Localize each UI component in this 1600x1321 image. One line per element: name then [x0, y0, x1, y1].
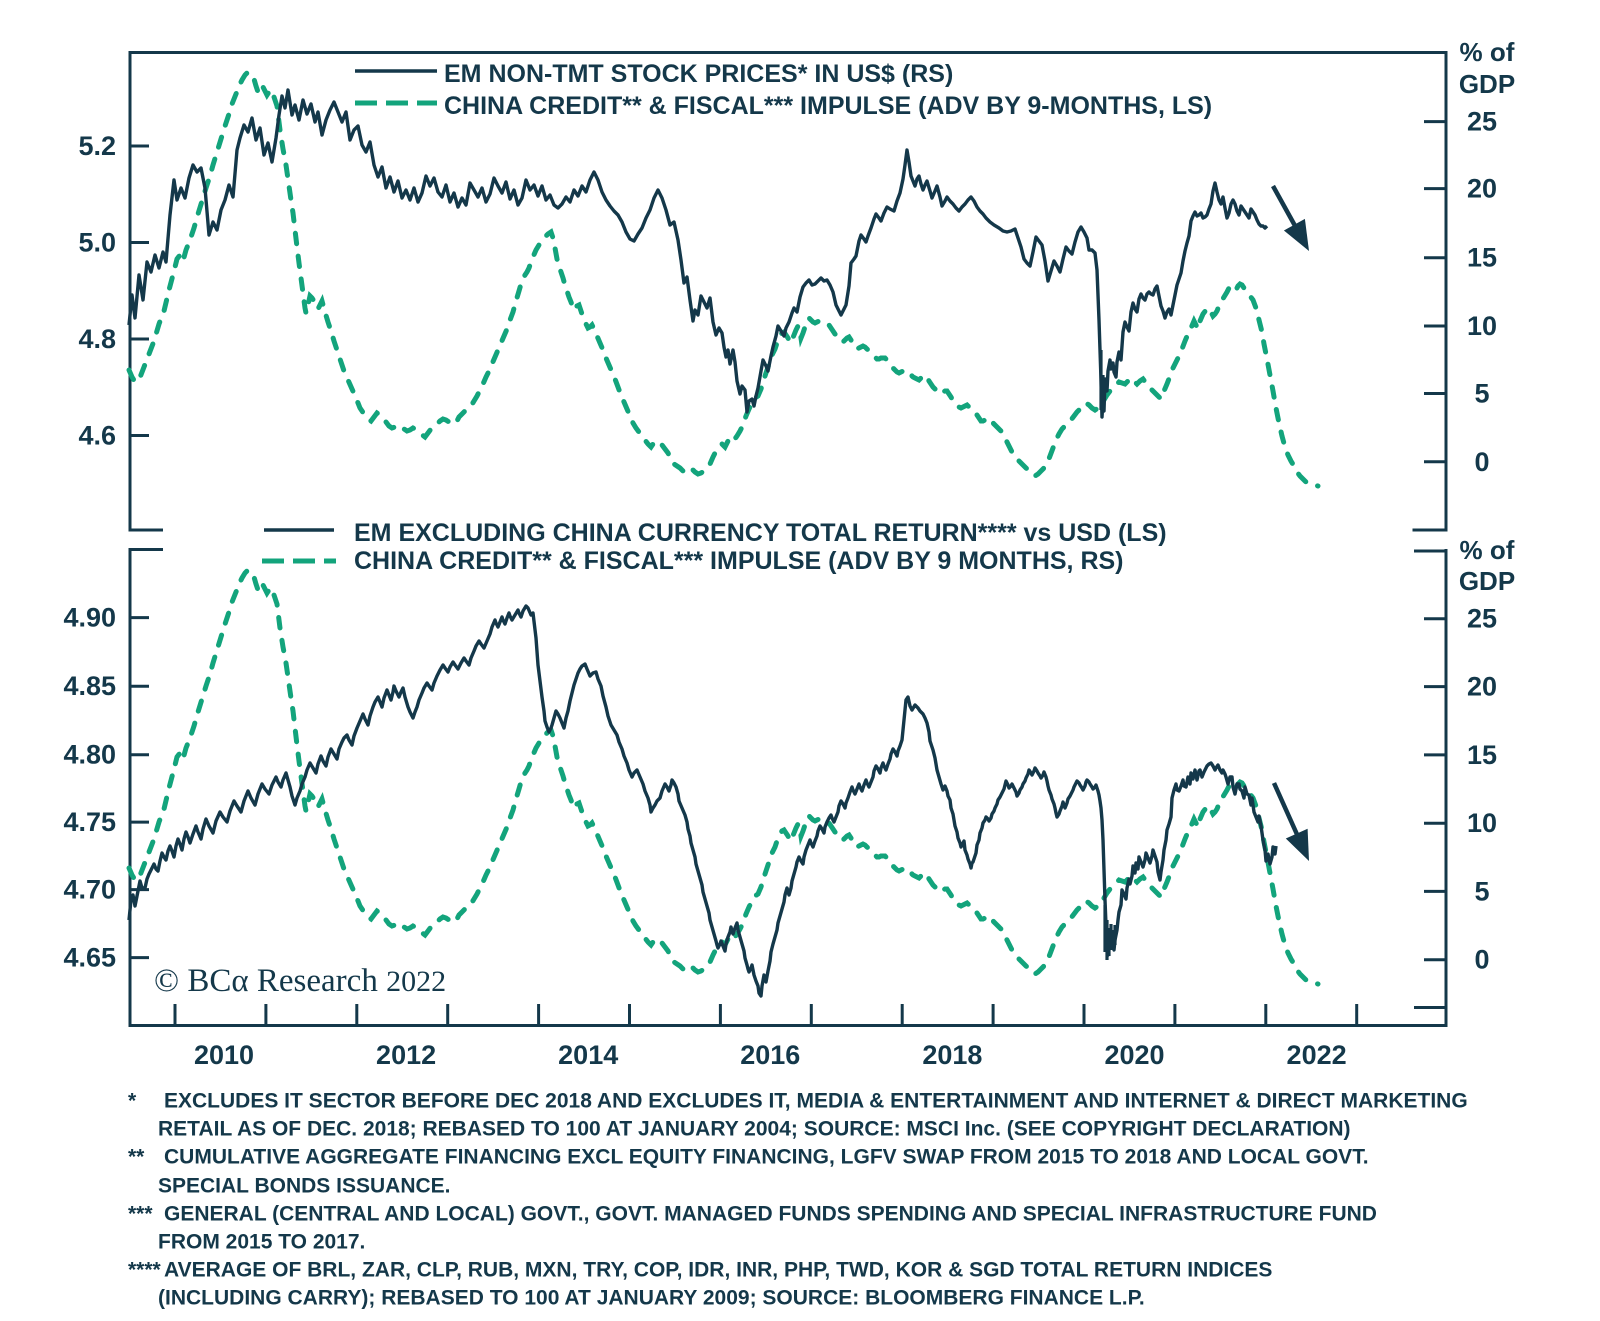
svg-text:****: **** — [128, 1259, 162, 1282]
svg-text:4.90: 4.90 — [63, 603, 116, 633]
svg-text:25: 25 — [1467, 107, 1497, 137]
svg-text:4.85: 4.85 — [63, 671, 116, 701]
svg-text:5: 5 — [1474, 379, 1489, 409]
svg-text:20: 20 — [1467, 174, 1497, 204]
svg-text:10: 10 — [1467, 808, 1497, 838]
svg-text:2020: 2020 — [1104, 1040, 1164, 1070]
svg-text:2022: 2022 — [1287, 1040, 1347, 1070]
svg-text:2014: 2014 — [558, 1040, 618, 1070]
svg-text:4.75: 4.75 — [63, 807, 116, 837]
svg-text:AVERAGE OF BRL, ZAR, CLP, RUB,: AVERAGE OF BRL, ZAR, CLP, RUB, MXN, TRY,… — [164, 1259, 1272, 1282]
svg-text:4.8: 4.8 — [78, 324, 116, 354]
svg-text:2010: 2010 — [194, 1040, 254, 1070]
svg-text:25: 25 — [1467, 604, 1497, 634]
svg-text:15: 15 — [1467, 740, 1497, 770]
svg-text:EM NON-TMT STOCK PRICES* IN US: EM NON-TMT STOCK PRICES* IN US$ (RS) — [444, 60, 953, 88]
svg-text:CHINA CREDIT** & FISCAL*** IMP: CHINA CREDIT** & FISCAL*** IMPULSE (ADV … — [354, 547, 1124, 575]
svg-text:5: 5 — [1474, 876, 1489, 906]
svg-text:0: 0 — [1474, 945, 1489, 975]
svg-text:2018: 2018 — [922, 1040, 982, 1070]
svg-text:*: * — [128, 1090, 137, 1113]
svg-text:(INCLUDING CARRY); REBASED TO: (INCLUDING CARRY); REBASED TO 100 AT JAN… — [158, 1287, 1145, 1310]
svg-text:EXCLUDES IT SECTOR BEFORE DEC: EXCLUDES IT SECTOR BEFORE DEC 2018 AND E… — [164, 1090, 1468, 1113]
svg-text:FROM 2015 TO 2017.: FROM 2015 TO 2017. — [158, 1231, 365, 1254]
svg-text:2012: 2012 — [376, 1040, 436, 1070]
svg-text:© BCα Research 2022: © BCα Research 2022 — [154, 963, 446, 999]
svg-text:EM EXCLUDING CHINA CURRENCY TO: EM EXCLUDING CHINA CURRENCY TOTAL RETURN… — [354, 519, 1167, 547]
svg-text:**: ** — [128, 1146, 145, 1169]
svg-text:15: 15 — [1467, 243, 1497, 273]
svg-text:RETAIL AS OF DEC. 2018; REBASE: RETAIL AS OF DEC. 2018; REBASED TO 100 A… — [158, 1118, 1351, 1141]
svg-text:GDP: GDP — [1459, 69, 1515, 99]
svg-text:SPECIAL BONDS ISSUANCE.: SPECIAL BONDS ISSUANCE. — [158, 1175, 451, 1198]
svg-text:4.70: 4.70 — [63, 875, 116, 905]
svg-text:CHINA CREDIT** & FISCAL*** IMP: CHINA CREDIT** & FISCAL*** IMPULSE (ADV … — [444, 92, 1212, 120]
svg-text:0: 0 — [1474, 447, 1489, 477]
svg-text:***: *** — [128, 1203, 153, 1226]
svg-text:4.80: 4.80 — [63, 740, 116, 770]
svg-text:4.6: 4.6 — [78, 421, 116, 451]
svg-text:% of: % of — [1460, 535, 1515, 565]
svg-text:GDP: GDP — [1459, 566, 1515, 596]
svg-text:% of: % of — [1460, 37, 1515, 67]
svg-text:5.0: 5.0 — [78, 228, 116, 258]
svg-text:2016: 2016 — [740, 1040, 800, 1070]
svg-text:20: 20 — [1467, 672, 1497, 702]
svg-text:GENERAL (CENTRAL AND LOCAL) GO: GENERAL (CENTRAL AND LOCAL) GOVT., GOVT.… — [164, 1203, 1377, 1226]
svg-text:CUMULATIVE AGGREGATE FINANCING: CUMULATIVE AGGREGATE FINANCING EXCL EQUI… — [164, 1146, 1369, 1169]
svg-text:5.2: 5.2 — [78, 131, 116, 161]
svg-text:4.65: 4.65 — [63, 943, 116, 973]
svg-text:10: 10 — [1467, 311, 1497, 341]
